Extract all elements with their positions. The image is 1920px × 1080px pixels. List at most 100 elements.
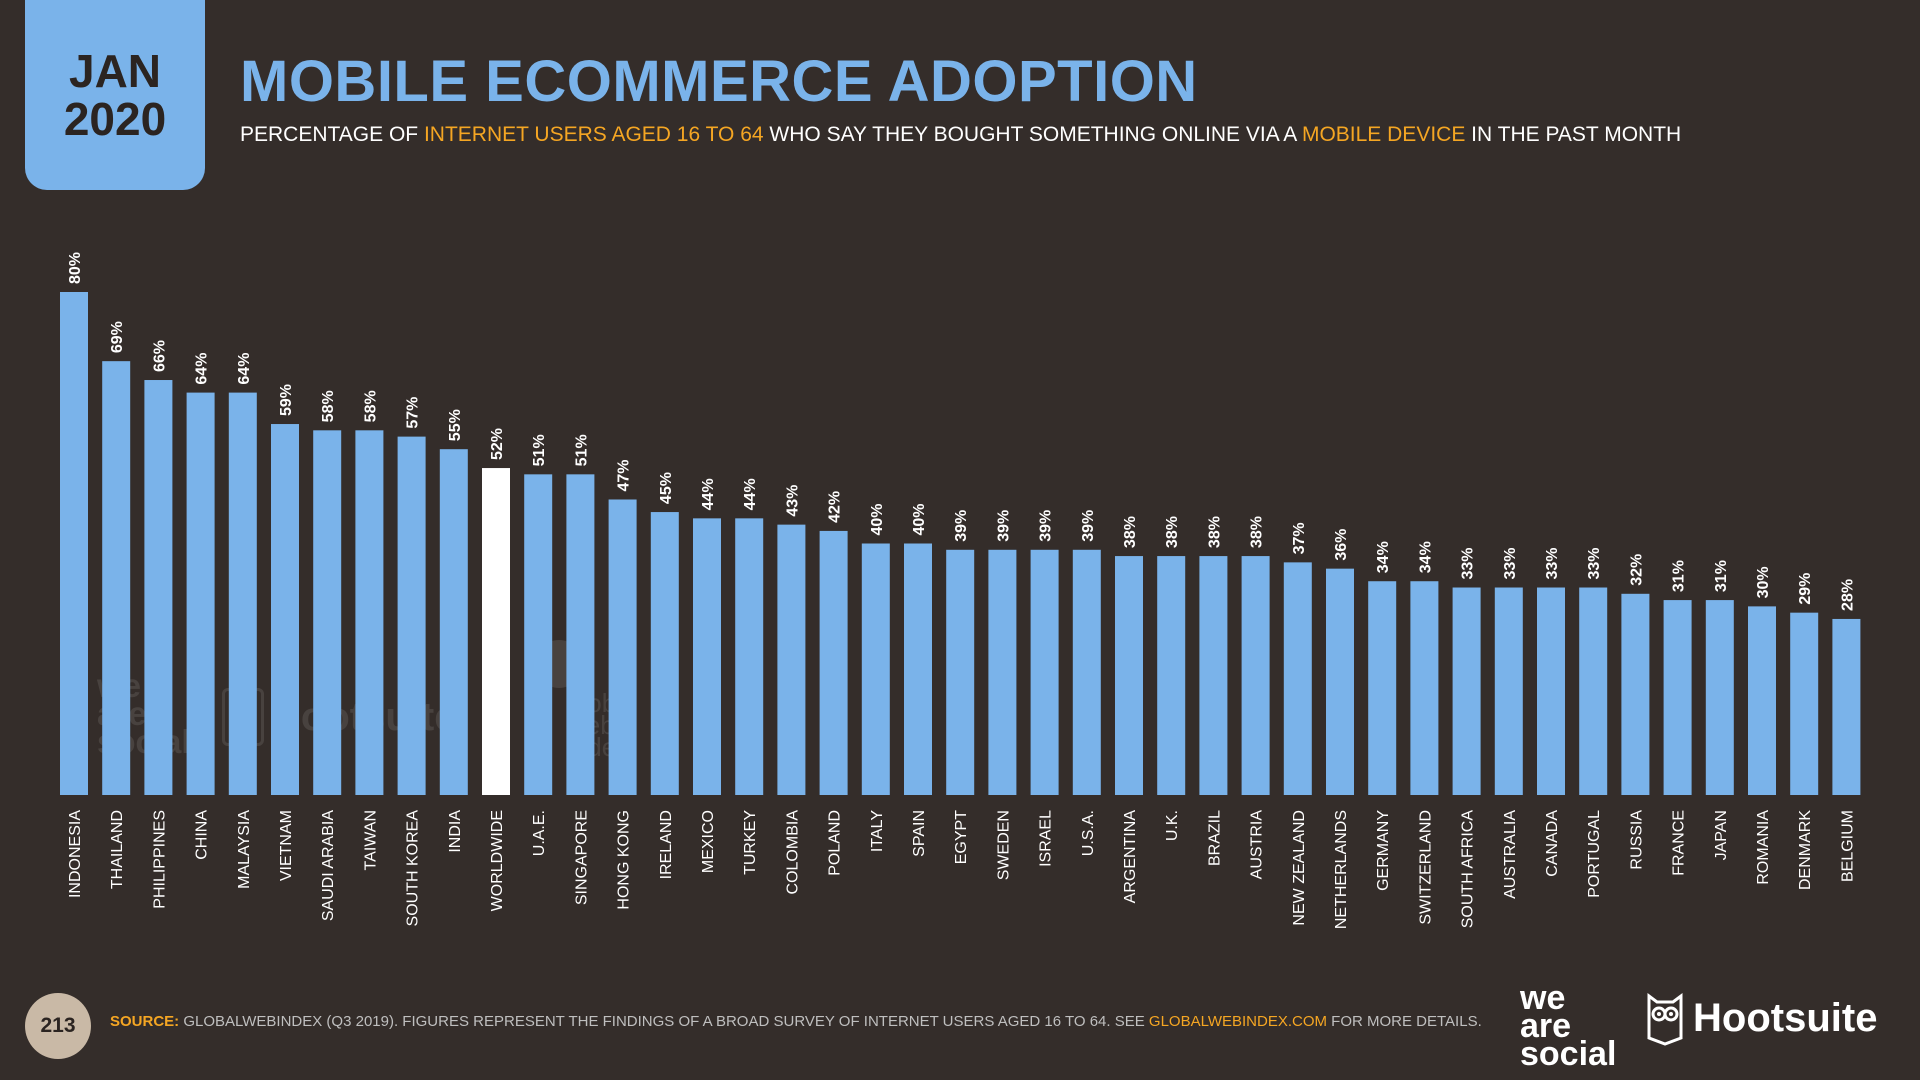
category-label: COLOMBIA bbox=[784, 810, 801, 895]
category-label: SWEDEN bbox=[995, 810, 1012, 880]
page-title: MOBILE ECOMMERCE ADOPTION bbox=[240, 49, 1198, 114]
category-label: TURKEY bbox=[742, 810, 759, 875]
source-end: FOR MORE DETAILS. bbox=[1327, 1013, 1482, 1030]
value-label: 59% bbox=[278, 384, 295, 416]
value-label: 31% bbox=[1713, 560, 1730, 592]
category-label: U.K. bbox=[1164, 810, 1181, 841]
category-label: MEXICO bbox=[700, 810, 717, 873]
badge-year: 2020 bbox=[63, 93, 167, 145]
category-label: NEW ZEALAND bbox=[1291, 810, 1308, 926]
category-label: THAILAND bbox=[109, 810, 126, 889]
bar-switzerland bbox=[1410, 581, 1439, 795]
source-note: SOURCE: GLOBALWEBINDEX (Q3 2019). FIGURE… bbox=[110, 1013, 1482, 1030]
category-label: EGYPT bbox=[953, 810, 970, 864]
category-label: U.A.E. bbox=[531, 810, 548, 856]
category-label: BRAZIL bbox=[1206, 810, 1223, 866]
value-label: 34% bbox=[1375, 541, 1392, 573]
category-label: FRANCE bbox=[1671, 810, 1688, 876]
category-label: IRELAND bbox=[658, 810, 675, 879]
hootsuite-logo: Hootsuite bbox=[1645, 990, 1877, 1046]
value-label: 33% bbox=[1502, 547, 1519, 579]
value-label: 28% bbox=[1839, 579, 1856, 611]
bar-indonesia bbox=[60, 292, 88, 795]
page-subtitle: PERCENTAGE OF INTERNET USERS AGED 16 TO … bbox=[240, 123, 1681, 147]
category-label: MALAYSIA bbox=[236, 810, 253, 889]
category-label: PORTUGAL bbox=[1586, 810, 1603, 898]
value-label: 34% bbox=[1417, 541, 1434, 573]
category-label: POLAND bbox=[827, 810, 844, 876]
logo-line: are bbox=[1520, 1006, 1572, 1045]
category-label: SINGAPORE bbox=[573, 810, 590, 905]
value-label: 44% bbox=[742, 478, 759, 510]
hootsuite-logo-text: Hootsuite bbox=[1693, 995, 1878, 1040]
value-label: 58% bbox=[362, 390, 379, 422]
category-label: AUSTRALIA bbox=[1502, 810, 1519, 899]
category-label: CANADA bbox=[1544, 810, 1561, 877]
category-label: NETHERLANDS bbox=[1333, 810, 1350, 929]
badge-month: JAN bbox=[68, 44, 162, 97]
bar-australia bbox=[1494, 587, 1523, 795]
category-label: JAPAN bbox=[1713, 810, 1730, 860]
value-label: 51% bbox=[531, 434, 548, 466]
bar-poland bbox=[819, 530, 848, 795]
category-label: U.S.A. bbox=[1080, 810, 1097, 856]
page-number: 213 bbox=[25, 993, 91, 1059]
bar-belgium bbox=[1832, 618, 1861, 795]
category-label: CHINA bbox=[194, 810, 211, 860]
bar-canada bbox=[1537, 587, 1565, 795]
category-label: INDIA bbox=[447, 810, 464, 853]
value-label: 37% bbox=[1291, 522, 1308, 554]
value-label: 38% bbox=[1122, 516, 1139, 548]
owl-icon bbox=[1647, 993, 1683, 1046]
category-label: GERMANY bbox=[1375, 810, 1392, 891]
bar-new-zealand bbox=[1283, 562, 1312, 795]
value-label: 38% bbox=[1164, 516, 1181, 548]
date-badge: JAN 2020 bbox=[25, 0, 205, 190]
bar-south-korea bbox=[397, 436, 426, 795]
category-label: SPAIN bbox=[911, 810, 928, 857]
category-label: PHILIPPINES bbox=[151, 810, 168, 909]
value-label: 58% bbox=[320, 390, 337, 422]
value-label: 36% bbox=[1333, 529, 1350, 561]
bar-turkey bbox=[735, 518, 764, 795]
bar-denmark bbox=[1790, 612, 1819, 795]
value-label: 32% bbox=[1628, 554, 1645, 586]
bar-argentina bbox=[1115, 556, 1143, 795]
value-label: 39% bbox=[995, 510, 1012, 542]
value-label: 64% bbox=[236, 353, 253, 385]
category-label: ITALY bbox=[869, 810, 886, 852]
bar-mexico bbox=[693, 518, 721, 795]
category-label: SAUDI ARABIA bbox=[320, 810, 337, 921]
value-label: 44% bbox=[700, 478, 717, 510]
value-label: 64% bbox=[194, 353, 211, 385]
bar-u-k- bbox=[1157, 556, 1186, 795]
subtitle-part-2: WHO SAY THEY BOUGHT SOMETHING ONLINE VIA… bbox=[763, 123, 1302, 146]
category-label: ISRAEL bbox=[1038, 810, 1055, 867]
logo-line: we bbox=[1520, 979, 1566, 1017]
bar-singapore bbox=[566, 474, 595, 795]
bar-austria bbox=[1241, 556, 1270, 795]
value-label: 69% bbox=[109, 321, 126, 353]
value-label: 38% bbox=[1206, 516, 1223, 548]
category-label: HONG KONG bbox=[616, 810, 633, 910]
category-label: ARGENTINA bbox=[1122, 810, 1139, 904]
category-label: TAIWAN bbox=[362, 810, 379, 870]
source-link[interactable]: GLOBALWEBINDEX.COM bbox=[1148, 1013, 1327, 1030]
category-label: SOUTH KOREA bbox=[405, 810, 422, 927]
bar-vietnam bbox=[271, 424, 299, 795]
bar-sweden bbox=[988, 549, 1017, 795]
bar-malaysia bbox=[228, 392, 257, 795]
category-label: INDONESIA bbox=[67, 810, 84, 898]
bar-u-s-a- bbox=[1072, 549, 1101, 795]
bar-india bbox=[439, 449, 468, 795]
category-label: SOUTH AFRICA bbox=[1460, 810, 1477, 929]
bar-china bbox=[186, 392, 215, 795]
bar-russia bbox=[1621, 593, 1650, 795]
bar-romania bbox=[1748, 606, 1776, 795]
bar-saudi-arabia bbox=[313, 430, 342, 795]
subtitle-part-3: IN THE PAST MONTH bbox=[1465, 123, 1682, 146]
value-label: 39% bbox=[1038, 510, 1055, 542]
bar-taiwan bbox=[355, 430, 384, 795]
value-label: 31% bbox=[1671, 560, 1688, 592]
value-label: 45% bbox=[658, 472, 675, 504]
